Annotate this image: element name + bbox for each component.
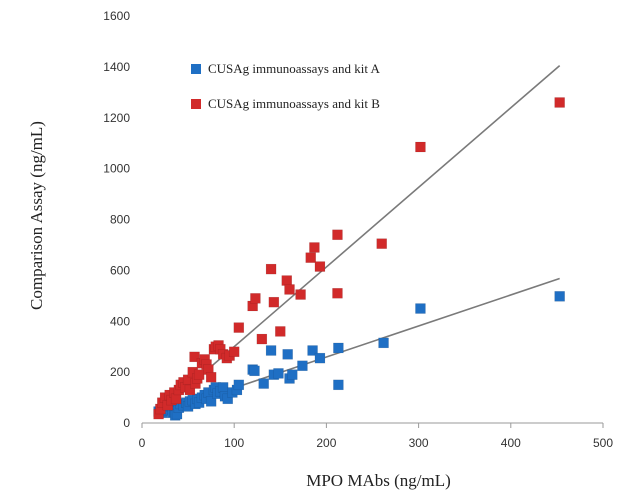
data-point-kit-b: [305, 252, 316, 263]
data-point-kit-b: [415, 141, 426, 153]
data-point-kit-a: [297, 360, 308, 372]
y-axis-ticks: 0 200 400 600 800 1000 1200 1400 1600: [103, 9, 130, 430]
legend-swatch-kit-a: [191, 64, 201, 74]
data-point-kit-b: [309, 242, 320, 253]
y-tick-label: 1200: [103, 111, 130, 125]
data-point-kit-b: [284, 284, 295, 295]
data-point-kit-a: [273, 368, 284, 379]
data-point-kit-b: [170, 393, 182, 405]
y-tick-label: 1000: [103, 162, 130, 176]
data-point-kit-a: [217, 382, 229, 393]
data-point-kit-a: [378, 337, 389, 349]
data-point-kit-a: [554, 291, 565, 302]
data-point-kit-b: [250, 293, 261, 304]
y-tick-label: 1400: [103, 60, 130, 74]
x-tick-label: 400: [501, 436, 521, 450]
y-tick-label: 0: [123, 416, 130, 430]
data-point-kit-b: [184, 384, 196, 396]
data-point-kit-a: [258, 378, 269, 389]
x-tick-label: 300: [409, 436, 429, 450]
x-tick-label: 200: [316, 436, 336, 450]
data-point-kit-a: [333, 379, 344, 391]
data-point-kit-b: [376, 238, 387, 249]
data-point-kit-b: [554, 97, 565, 108]
y-tick-label: 1600: [103, 9, 130, 23]
legend: CUSAg immunoassays and kit A CUSAg immun…: [191, 61, 381, 111]
data-point-kit-a: [307, 345, 318, 356]
data-point-kit-b: [233, 322, 245, 333]
y-tick-label: 800: [110, 213, 130, 227]
data-point-kit-b: [332, 229, 343, 241]
data-point-kit-a: [249, 365, 260, 377]
legend-label-kit-b: CUSAg immunoassays and kit B: [208, 96, 380, 111]
data-point-kit-b: [314, 261, 326, 272]
data-point-kit-a: [415, 303, 426, 314]
x-tick-label: 500: [593, 436, 613, 450]
data-point-kit-b: [228, 346, 240, 358]
legend-swatch-kit-b: [191, 99, 201, 109]
data-point-kit-b: [256, 333, 268, 345]
data-point-kit-a: [265, 345, 277, 356]
data-point-kit-a: [205, 396, 217, 407]
x-axis-ticks: 0 100 200 300 400 500: [139, 423, 613, 450]
data-point-kit-a: [314, 352, 326, 364]
data-point-kit-a: [333, 342, 344, 354]
y-tick-label: 400: [110, 314, 130, 328]
data-point-kit-b: [332, 288, 343, 299]
data-point-kit-b: [275, 326, 286, 337]
x-tick-label: 0: [139, 436, 146, 450]
data-point-kit-a: [287, 369, 298, 380]
data-point-kit-b: [189, 351, 200, 363]
data-point-kit-b: [295, 289, 306, 300]
x-axis-title: MPO MAbs (ng/mL): [306, 471, 451, 490]
y-tick-label: 200: [110, 365, 130, 379]
data-points: [153, 97, 565, 421]
trendlines: [159, 64, 561, 414]
y-axis-title: Comparison Assay (ng/mL): [27, 121, 46, 310]
x-tick-label: 100: [224, 436, 244, 450]
data-point-kit-b: [268, 296, 280, 308]
data-point-kit-b: [265, 263, 277, 275]
data-point-kit-a: [282, 349, 293, 360]
data-point-kit-b: [281, 275, 293, 286]
legend-label-kit-a: CUSAg immunoassays and kit A: [208, 61, 381, 76]
y-tick-label: 600: [110, 263, 130, 277]
data-point-kit-b: [205, 371, 217, 383]
data-point-kit-b: [193, 369, 205, 380]
data-point-kit-a: [233, 379, 245, 391]
